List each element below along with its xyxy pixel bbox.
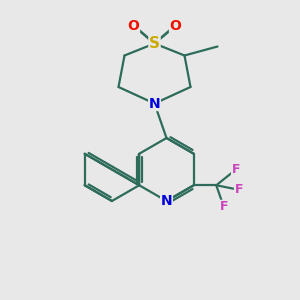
Text: F: F bbox=[220, 200, 228, 213]
Text: F: F bbox=[232, 163, 240, 176]
Text: F: F bbox=[235, 183, 243, 196]
Text: N: N bbox=[149, 97, 160, 110]
Text: O: O bbox=[128, 19, 140, 32]
Text: N: N bbox=[161, 194, 172, 208]
Text: O: O bbox=[169, 19, 181, 32]
Text: S: S bbox=[149, 36, 160, 51]
